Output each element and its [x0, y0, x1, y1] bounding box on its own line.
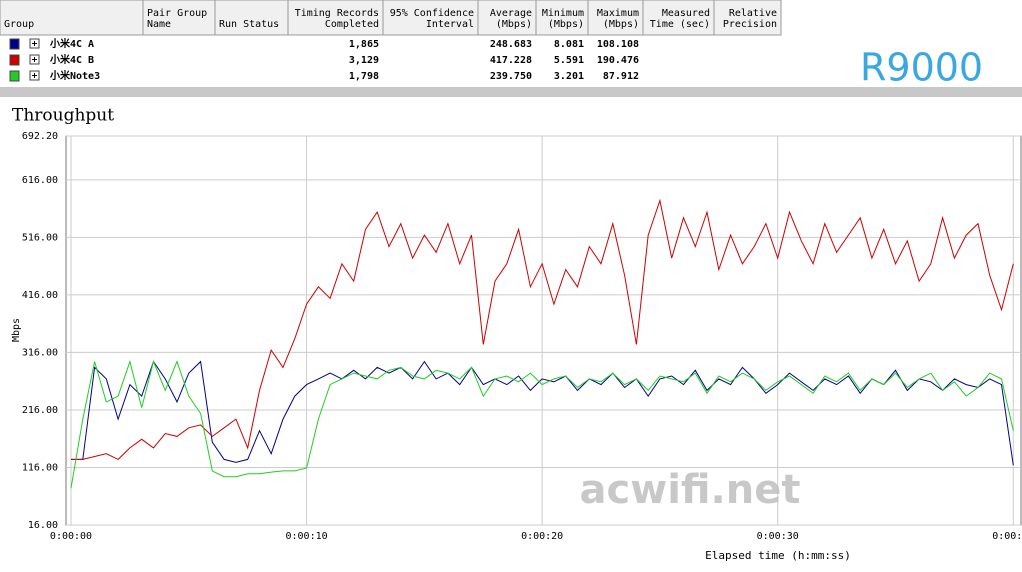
y-tick-label: 16.00: [28, 520, 58, 531]
x-tick-label: 0:00:30: [757, 531, 799, 542]
cell: 417.228: [490, 55, 532, 66]
column-header: (Mbps): [548, 19, 584, 30]
pair-icon: [9, 38, 20, 50]
series-line: [71, 198, 1014, 461]
splitter: [0, 87, 1022, 97]
column-header: (Mbps): [496, 19, 532, 30]
column-header: Average: [490, 8, 532, 19]
series-line: [71, 360, 1014, 466]
cell: 8.081: [554, 39, 584, 50]
column-header: Pair Group: [147, 8, 207, 19]
cell: 87.912: [603, 71, 639, 82]
cell: 3.201: [554, 71, 584, 82]
column-header: Precision: [723, 19, 777, 30]
pair-icon: [9, 70, 20, 82]
x-tick-label: 0:00:10: [285, 531, 327, 542]
y-tick-label: 692.20: [22, 131, 58, 142]
group-name: 小米4C B: [49, 53, 94, 66]
column-header: Relative: [729, 8, 777, 19]
column-header: Timing Records: [295, 8, 379, 19]
plot-frame: [65, 135, 1022, 526]
series-line: [70, 359, 1014, 489]
column-header: Group: [4, 19, 34, 30]
cell: 248.683: [490, 39, 532, 50]
cell: 5.591: [554, 55, 584, 66]
badge: R9000: [860, 46, 983, 90]
x-tick-label: 0:00:40: [992, 531, 1022, 542]
column-header: Maximum: [597, 8, 639, 19]
x-tick-label: 0:00:00: [50, 531, 92, 542]
x-axis-label: Elapsed time (h:mm:ss): [705, 549, 851, 562]
watermark: acwifi.net: [580, 467, 801, 513]
y-tick-label: 616.00: [22, 175, 58, 186]
header-bg: [0, 0, 782, 36]
cell: 108.108: [597, 39, 639, 50]
cell: 1,798: [349, 71, 379, 82]
y-tick-label: 316.00: [22, 347, 58, 358]
column-header: Measured: [662, 8, 710, 19]
cell: 3,129: [349, 55, 379, 66]
column-header: Name: [147, 19, 171, 30]
cell: 239.750: [490, 71, 532, 82]
chart-title: Throughput: [12, 106, 114, 126]
column-header: Completed: [325, 19, 379, 30]
group-name: 小米4C A: [49, 37, 94, 50]
column-header: 95% Confidence: [390, 8, 474, 19]
pair-icon: [9, 54, 20, 66]
y-axis-label: Mbps: [11, 318, 22, 342]
y-tick-label: 216.00: [22, 405, 58, 416]
column-header: (Mbps): [603, 19, 639, 30]
column-header: Minimum: [542, 8, 584, 19]
cell: 1,865: [349, 39, 379, 50]
y-tick-label: 516.00: [22, 232, 58, 243]
y-tick-label: 416.00: [22, 290, 58, 301]
column-header: Interval: [426, 19, 474, 30]
x-tick-label: 0:00:20: [521, 531, 563, 542]
group-name: 小米Note3: [49, 69, 100, 82]
column-header: Time (sec): [650, 19, 710, 30]
cell: 190.476: [597, 55, 639, 66]
column-header: Run Status: [219, 19, 279, 30]
y-tick-label: 116.00: [22, 462, 58, 473]
